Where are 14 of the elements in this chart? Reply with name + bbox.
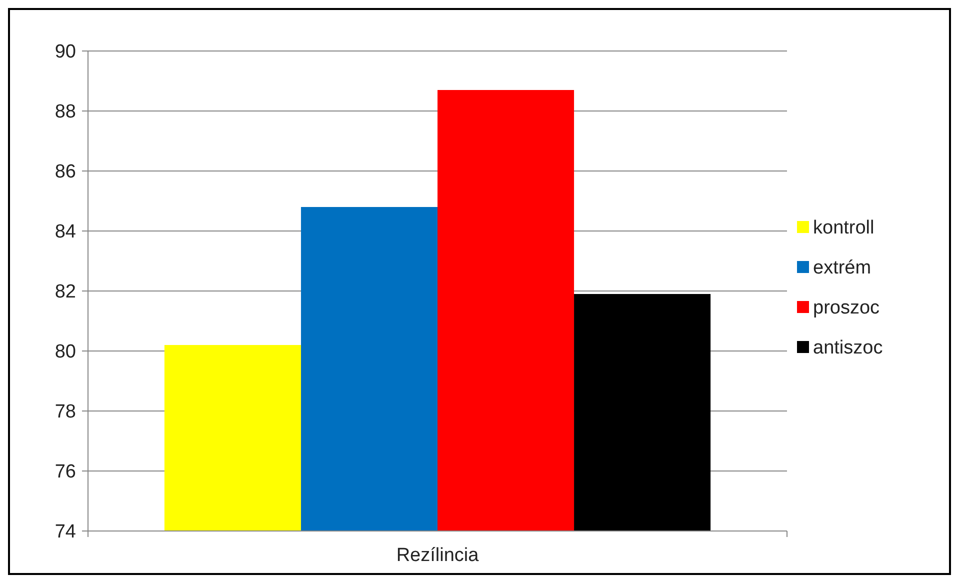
y-tick-label: 76 — [54, 462, 76, 483]
y-tick-label: 80 — [54, 342, 76, 363]
y-tick-label: 86 — [54, 162, 76, 183]
y-tick-label: 90 — [54, 42, 76, 63]
legend-label: proszoc — [813, 298, 880, 319]
y-tick-label: 74 — [54, 522, 76, 543]
y-tick-label: 78 — [54, 402, 76, 423]
y-tick-label: 88 — [54, 102, 76, 123]
legend-label: extrém — [813, 258, 872, 279]
x-tick-label: Rezílincia — [396, 545, 480, 566]
legend-label: antiszoc — [813, 338, 883, 359]
y-tick-label: 82 — [54, 282, 76, 303]
legend-label: kontroll — [813, 218, 874, 239]
y-tick-label: 84 — [54, 222, 76, 243]
